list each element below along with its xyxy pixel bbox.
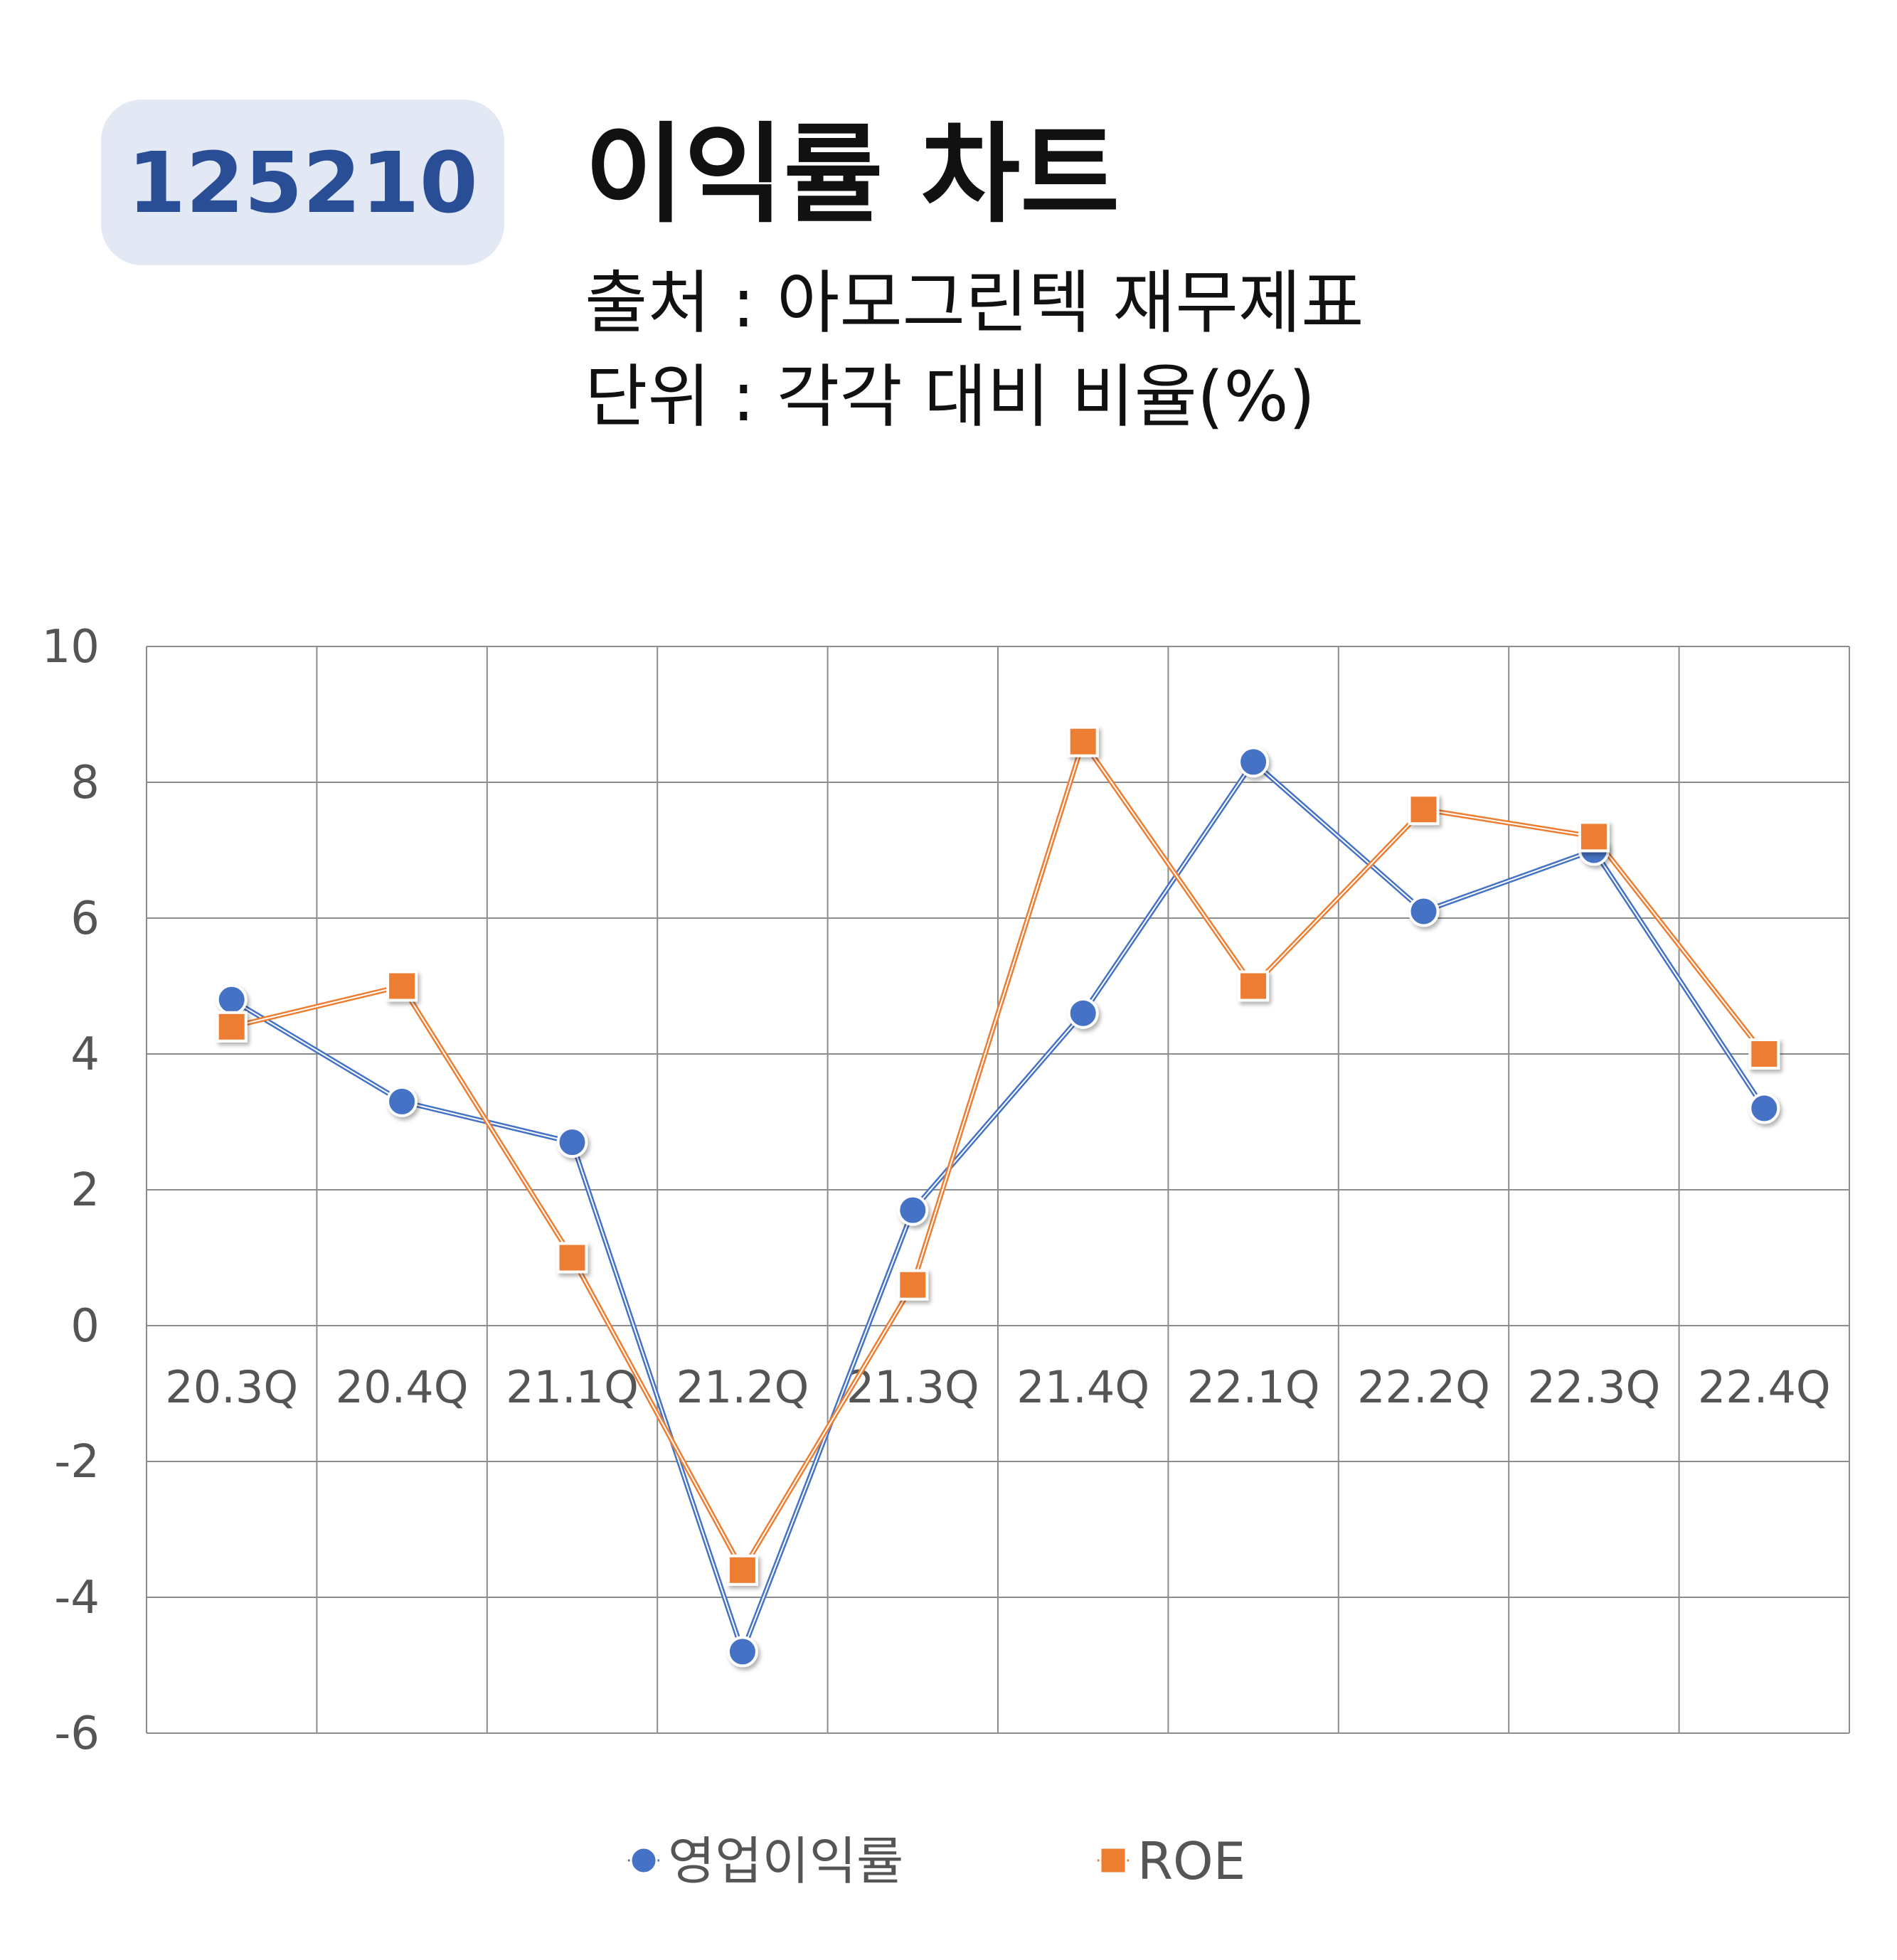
data-point-circle: [897, 1194, 929, 1226]
y-tick-label: 6: [70, 893, 100, 945]
y-tick-label: 2: [70, 1164, 100, 1217]
y-axis-ticks: 10 8 6 4 2 0 -2 -4 -6: [42, 621, 100, 1760]
chart-legend: 영업이익률 ROE: [628, 1831, 1245, 1891]
data-point-circle: [556, 1127, 588, 1159]
x-tick-label: 21.3Q: [846, 1361, 979, 1413]
x-tick-label: 21.2Q: [676, 1361, 809, 1413]
data-point-square: [1238, 970, 1270, 1002]
y-tick-label: -4: [54, 1572, 100, 1624]
data-point-square: [216, 1011, 248, 1043]
data-point-square: [1578, 821, 1610, 853]
x-tick-label: 22.3Q: [1527, 1361, 1660, 1413]
series-markers: [216, 725, 1780, 1668]
data-point-circle: [726, 1636, 758, 1668]
stock-code-badge: 125210: [101, 100, 504, 265]
x-axis-ticks: 20.3Q 20.4Q 21.1Q 21.2Q 21.3Q 21.4Q 22.1Q 22.2Q…: [165, 1361, 1830, 1413]
series-line-highlight: [231, 740, 1765, 1571]
legend-marker-circle: [629, 1846, 658, 1875]
data-point-circle: [1748, 1092, 1780, 1124]
y-tick-label: 10: [42, 621, 100, 673]
x-tick-label: 20.3Q: [165, 1361, 298, 1413]
chart-grid: [146, 646, 1850, 1734]
x-tick-label: 22.1Q: [1187, 1361, 1320, 1413]
x-tick-label: 20.4Q: [336, 1361, 469, 1413]
data-point-circle: [386, 1085, 418, 1117]
series-lines: [230, 739, 1767, 1654]
y-tick-label: 4: [70, 1028, 100, 1081]
x-tick-label: 21.1Q: [506, 1361, 639, 1413]
data-point-square: [897, 1269, 929, 1301]
x-tick-label: 22.4Q: [1698, 1361, 1831, 1413]
legend-label: ROE: [1137, 1831, 1245, 1891]
data-point-square: [386, 970, 418, 1002]
legend-label: 영업이익률: [668, 1831, 903, 1891]
data-point-circle: [1238, 746, 1270, 778]
data-point-circle: [1067, 997, 1099, 1029]
source-line: 출처 : 아모그린텍 재무제표: [585, 263, 1364, 343]
data-point-square: [556, 1242, 588, 1274]
y-tick-label: 8: [70, 757, 100, 809]
y-tick-label: 0: [70, 1300, 100, 1353]
data-point-square: [1408, 794, 1440, 826]
data-point-square: [1748, 1038, 1780, 1070]
legend-marker-square: [1099, 1846, 1127, 1875]
x-tick-label: 22.2Q: [1357, 1361, 1490, 1413]
chart-title: 이익률 차트: [585, 112, 1120, 238]
unit-line: 단위 : 각각 대비 비율(%): [585, 357, 1316, 437]
x-tick-label: 21.4Q: [1016, 1361, 1149, 1413]
data-point-square: [726, 1554, 758, 1586]
data-point-square: [1067, 725, 1099, 757]
data-point-circle: [1408, 895, 1440, 927]
y-tick-label: -6: [54, 1708, 100, 1760]
y-tick-label: -2: [54, 1436, 100, 1488]
data-point-circle: [216, 984, 248, 1016]
